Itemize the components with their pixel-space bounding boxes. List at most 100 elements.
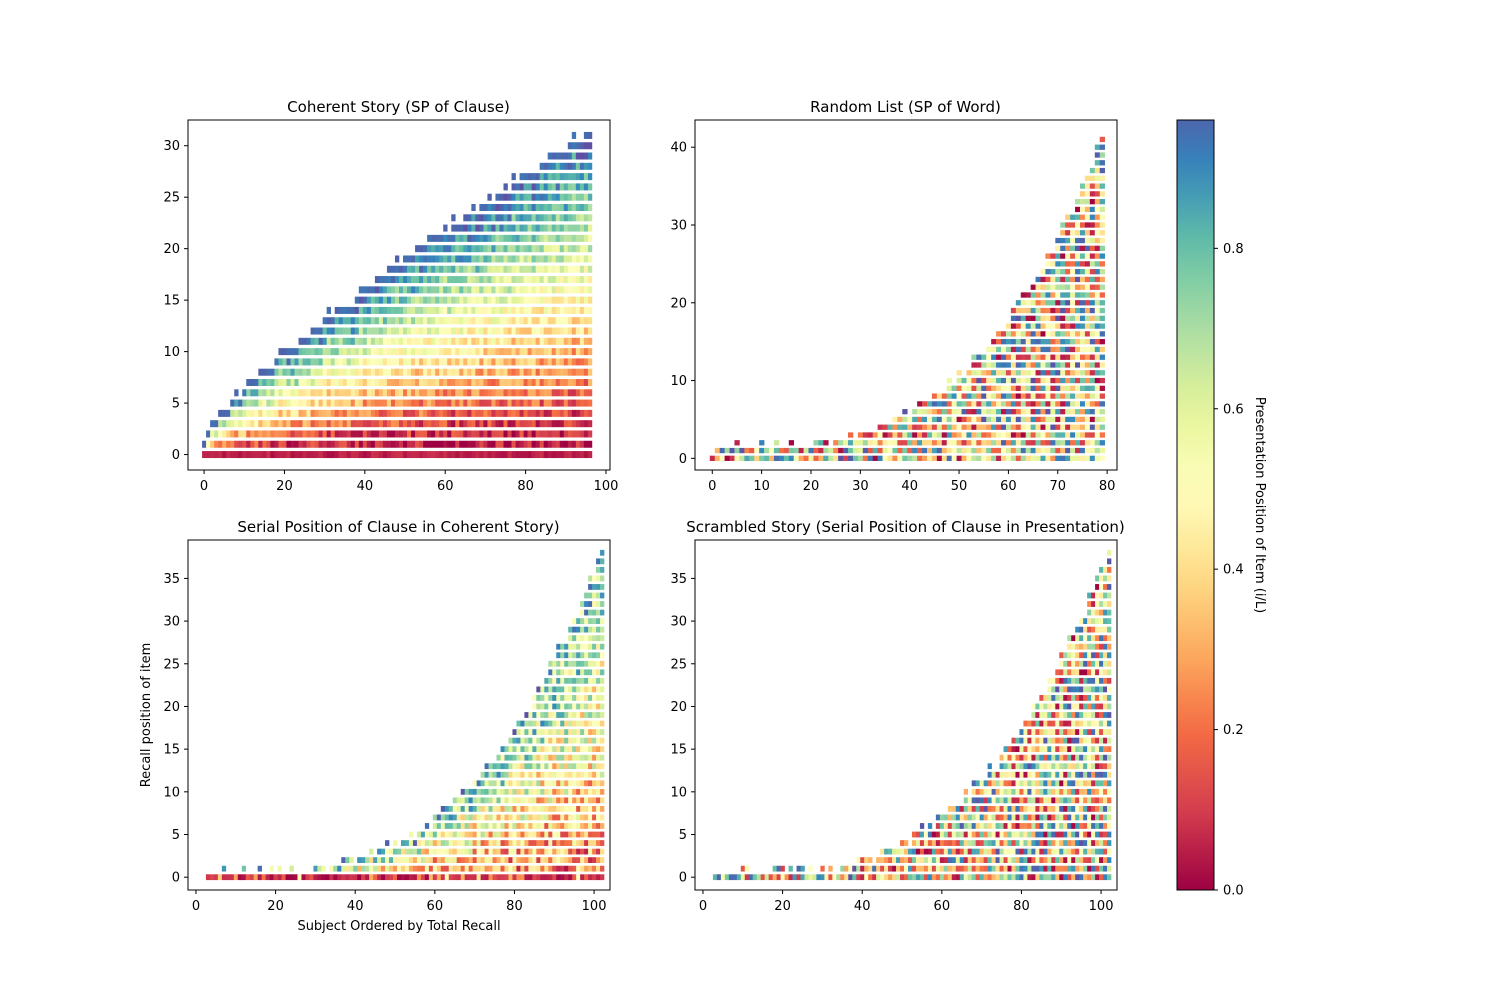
heatmap-cell bbox=[536, 780, 541, 787]
heatmap-cell bbox=[531, 214, 536, 222]
heatmap-cell bbox=[556, 788, 561, 795]
heatmap-cell bbox=[552, 669, 557, 676]
heatmap-cell bbox=[520, 780, 525, 787]
heatmap-cell bbox=[739, 447, 745, 454]
x-tick-label: 0 bbox=[192, 899, 200, 914]
heatmap-cell bbox=[334, 327, 340, 335]
heatmap-cell bbox=[1067, 780, 1072, 787]
heatmap-cell bbox=[567, 440, 573, 448]
heatmap-cell bbox=[361, 865, 366, 872]
heatmap-cell bbox=[1055, 763, 1060, 770]
heatmap-cell bbox=[516, 814, 521, 821]
heatmap-cell bbox=[1067, 771, 1072, 778]
heatmap-cell bbox=[856, 857, 861, 864]
heatmap-cell bbox=[1051, 848, 1056, 855]
heatmap-cell bbox=[552, 712, 557, 718]
heatmap-cell bbox=[1070, 409, 1076, 415]
heatmap-cell bbox=[386, 440, 392, 448]
heatmap-cell bbox=[318, 379, 323, 386]
heatmap-cell bbox=[451, 317, 456, 325]
heatmap-cell bbox=[1055, 440, 1061, 446]
heatmap-cell bbox=[1107, 754, 1112, 761]
heatmap-cell bbox=[951, 416, 957, 423]
heatmap-cell bbox=[1059, 814, 1064, 821]
heatmap-cell bbox=[419, 286, 424, 294]
heatmap-cell bbox=[358, 451, 364, 459]
heatmap-cell bbox=[1010, 323, 1017, 329]
heatmap-cell bbox=[1084, 237, 1091, 244]
heatmap-cell bbox=[476, 874, 481, 881]
heatmap-cell bbox=[318, 327, 323, 335]
heatmap-cell bbox=[334, 430, 340, 438]
heatmap-cell bbox=[563, 224, 569, 232]
heatmap-cell bbox=[431, 265, 436, 273]
heatmap-cell bbox=[567, 183, 573, 191]
heatmap-cell bbox=[382, 430, 388, 438]
heatmap-cell bbox=[783, 455, 790, 461]
heatmap-cell bbox=[471, 224, 476, 232]
heatmap-cell bbox=[479, 368, 484, 376]
heatmap-cell bbox=[563, 451, 569, 459]
heatmap-cell bbox=[559, 379, 565, 386]
heatmap-cell bbox=[455, 358, 460, 366]
heatmap-cell bbox=[1087, 635, 1092, 642]
heatmap-cell bbox=[354, 317, 360, 325]
x-tick-label: 100 bbox=[582, 899, 607, 914]
heatmap-cell bbox=[1055, 695, 1060, 701]
heatmap-cell bbox=[1040, 323, 1046, 329]
heatmap-cell bbox=[1010, 416, 1017, 423]
heatmap-cell bbox=[535, 224, 540, 232]
heatmap-cell bbox=[556, 703, 561, 710]
heatmap-cell bbox=[555, 337, 561, 345]
heatmap-cell bbox=[1035, 331, 1041, 337]
heatmap-cell bbox=[1084, 175, 1091, 181]
heatmap-cell bbox=[1067, 848, 1072, 855]
heatmap-cell bbox=[467, 296, 472, 304]
heatmap-cell bbox=[1079, 643, 1084, 650]
heatmap-cell bbox=[499, 224, 504, 232]
heatmap-cell bbox=[369, 857, 374, 864]
heatmap-cell bbox=[600, 652, 605, 659]
heatmap-cell bbox=[580, 797, 585, 804]
heatmap-cell bbox=[1089, 261, 1096, 267]
heatmap-cell bbox=[580, 660, 585, 667]
heatmap-cell bbox=[907, 432, 913, 438]
heatmap-cell bbox=[330, 430, 335, 438]
heatmap-cell bbox=[424, 831, 430, 838]
heatmap-cell bbox=[1035, 806, 1040, 812]
heatmap-cell bbox=[385, 840, 390, 846]
heatmap-cell bbox=[362, 409, 368, 417]
heatmap-cell bbox=[1075, 199, 1081, 205]
heatmap-cell bbox=[378, 337, 384, 345]
heatmap-cell bbox=[1019, 746, 1024, 753]
heatmap-cell bbox=[262, 420, 267, 428]
heatmap-cell bbox=[1089, 292, 1096, 298]
heatmap-cell bbox=[1079, 865, 1084, 872]
heatmap-cell bbox=[411, 379, 416, 386]
heatmap-cell bbox=[293, 874, 298, 881]
heatmap-cell bbox=[1063, 823, 1068, 829]
heatmap-cell bbox=[555, 265, 561, 273]
heatmap-cell bbox=[511, 214, 516, 222]
heatmap-cell bbox=[455, 368, 460, 376]
heatmap-cell bbox=[386, 451, 392, 459]
heatmap-cell bbox=[500, 814, 505, 821]
heatmap-cell bbox=[1027, 814, 1032, 821]
heatmap-cell bbox=[734, 440, 740, 446]
heatmap-cell bbox=[1039, 806, 1044, 812]
heatmap-cell bbox=[209, 874, 215, 881]
heatmap-cell bbox=[596, 797, 601, 804]
heatmap-cell bbox=[1089, 401, 1096, 407]
heatmap-cell bbox=[1011, 831, 1016, 838]
heatmap-cell bbox=[520, 814, 525, 821]
heatmap-cell bbox=[1027, 746, 1032, 753]
x-axis-ticks: 0 20 40 60 80 100 bbox=[699, 890, 1113, 914]
heatmap-cell bbox=[1047, 695, 1052, 701]
heatmap-cell bbox=[1103, 686, 1108, 693]
heatmap-cell bbox=[330, 327, 335, 335]
heatmap-cell bbox=[1099, 652, 1104, 659]
heatmap-cell bbox=[523, 224, 528, 232]
heatmap-cell bbox=[971, 788, 976, 795]
heatmap-cell bbox=[1001, 362, 1007, 368]
heatmap-cell bbox=[1079, 315, 1086, 321]
